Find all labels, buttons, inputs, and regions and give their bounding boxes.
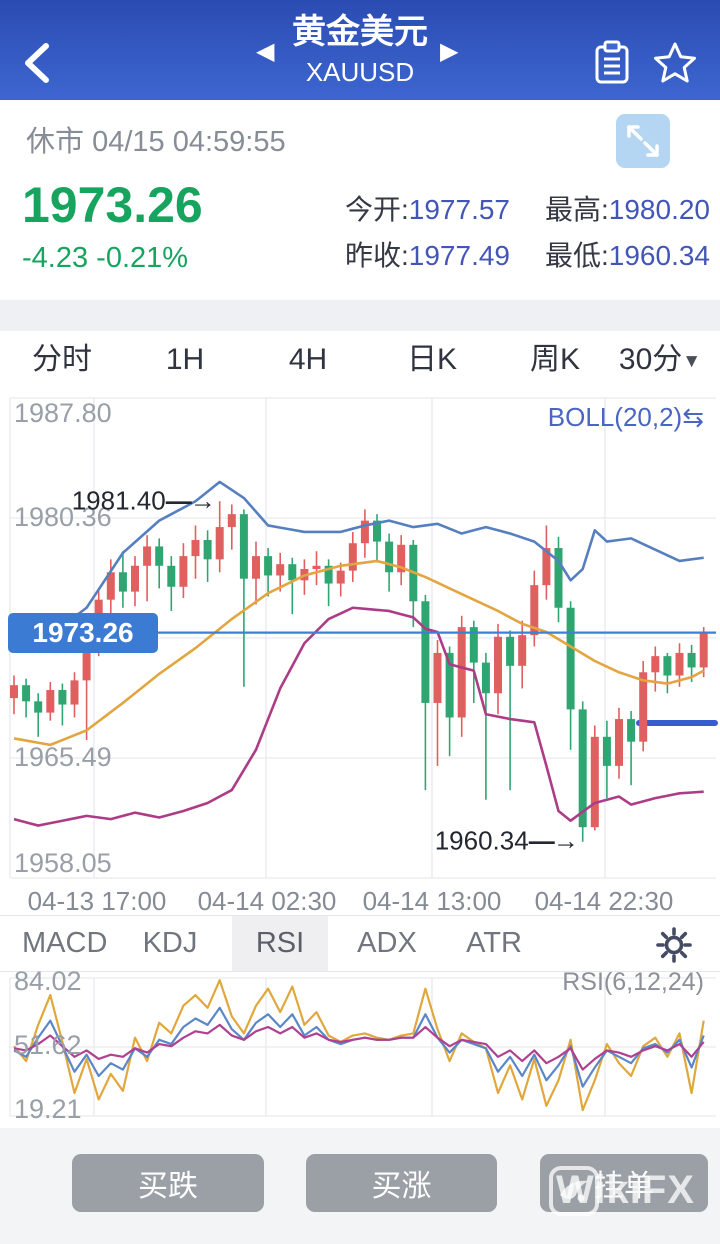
gear-icon[interactable] xyxy=(656,927,692,963)
price-change: -4.23 -0.21% xyxy=(22,242,189,274)
tab-weekly[interactable]: 周K xyxy=(529,343,580,376)
header: ◀ ▶ 黄金美元 XAUUSD xyxy=(0,0,720,100)
back-chevron-icon xyxy=(25,43,49,83)
tab-macd[interactable]: MACD xyxy=(22,927,108,959)
tab-rsi-active[interactable]: RSI xyxy=(232,916,328,971)
candlestick-chart[interactable] xyxy=(0,395,720,915)
indicator-tab-bar: MACD KDJ RSI ADX ATR xyxy=(0,915,720,972)
tab-30min-active[interactable]: 30分▼ xyxy=(618,343,702,376)
x-axis-label: 04-14 02:30 xyxy=(197,886,337,916)
rsi-y-label: 19.21 xyxy=(14,1094,82,1124)
expand-arrows-icon xyxy=(627,125,659,157)
x-axis-label: 04-14 22:30 xyxy=(534,886,674,916)
boll-indicator-switcher[interactable]: BOLL(20,2)⇆ xyxy=(547,402,704,432)
favorite-star-icon[interactable] xyxy=(652,40,698,86)
tab-4h[interactable]: 4H xyxy=(288,343,328,376)
quote-low: 最低:1960.34 xyxy=(545,240,710,271)
tab-daily[interactable]: 日K xyxy=(406,343,457,376)
market-status: 休市 04/15 04:59:55 xyxy=(26,126,286,158)
quote-high: 最高:1980.20 xyxy=(545,194,710,225)
action-bar: 买跌 买涨 挂单 xyxy=(0,1128,720,1244)
quote-open: 今开:1977.57 xyxy=(345,194,510,225)
current-price: 1973.26 xyxy=(22,177,203,233)
chevron-down-icon: ▼ xyxy=(682,351,702,372)
buy-down-button[interactable]: 买跌 xyxy=(72,1154,264,1212)
y-axis-label: 1980.36 xyxy=(14,502,112,532)
y-axis-label: 1987.80 xyxy=(14,398,112,428)
rsi-y-label: 84.02 xyxy=(14,966,82,996)
y-axis-label: 1965.49 xyxy=(14,742,112,772)
y-axis-label: 1958.05 xyxy=(14,848,112,878)
next-symbol-icon[interactable]: ▶ xyxy=(440,38,459,65)
page-title: 黄金美元 xyxy=(292,13,428,51)
section-divider xyxy=(0,300,720,331)
buy-up-button[interactable]: 买涨 xyxy=(306,1154,497,1212)
orders-clipboard-icon[interactable] xyxy=(592,40,632,86)
pending-order-button[interactable]: 挂单 xyxy=(540,1154,708,1212)
tab-adx[interactable]: ADX xyxy=(357,927,417,959)
high-price-annotation: 1981.40—→ xyxy=(71,485,216,516)
symbol-code: XAUUSD xyxy=(305,57,415,87)
prev-symbol-icon[interactable]: ◀ xyxy=(256,38,275,65)
active-tab-underline xyxy=(636,720,718,726)
rsi-chart[interactable] xyxy=(0,972,720,1128)
tab-timeline[interactable]: 分时 xyxy=(32,343,92,376)
quote-datetime: 04/15 04:59:55 xyxy=(92,126,286,158)
annotation-arrow-icon: —→ xyxy=(165,485,216,516)
back-button[interactable] xyxy=(18,38,58,88)
current-price-tag: 1973.26 xyxy=(8,613,158,653)
x-axis-label: 04-14 13:00 xyxy=(362,886,502,916)
quote-prev-close: 昨收:1977.49 xyxy=(345,240,510,271)
tab-kdj[interactable]: KDJ xyxy=(142,927,198,959)
low-price-annotation: 1960.34—→ xyxy=(434,825,579,856)
rsi-y-label: 51.62 xyxy=(14,1030,82,1060)
annotation-arrow-icon: —→ xyxy=(528,825,579,856)
tab-atr[interactable]: ATR xyxy=(466,927,522,959)
x-axis-label: 04-13 17:00 xyxy=(27,886,167,916)
tab-1h[interactable]: 1H xyxy=(165,343,205,376)
swap-icon: ⇆ xyxy=(682,402,704,432)
period-tab-bar: 分时 1H 4H 日K 周K 30分▼ xyxy=(0,331,720,726)
rsi-legend: RSI(6,12,24) xyxy=(562,968,704,996)
fullscreen-expand-button[interactable] xyxy=(616,114,670,168)
